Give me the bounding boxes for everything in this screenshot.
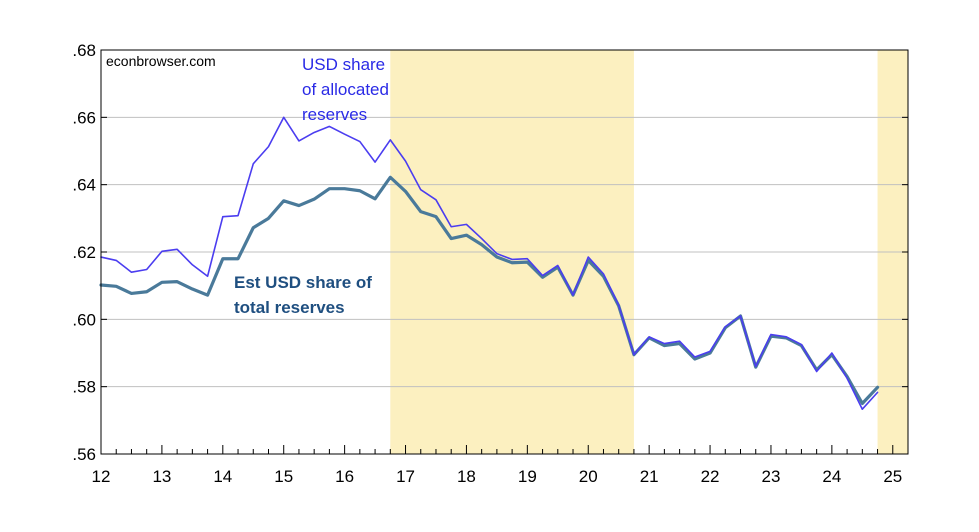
x-axis: 12 13 14 15 16 17 18 19 20 21 22 23 24 25 — [92, 445, 909, 486]
x-tick-label: 24 — [822, 467, 841, 486]
y-tick-label: .62 — [72, 243, 96, 262]
x-tick-label: 15 — [274, 467, 293, 486]
x-tick-label: 22 — [701, 467, 720, 486]
annotation-allocated-line-2: of allocated — [302, 80, 389, 99]
y-tick-label: .58 — [72, 378, 96, 397]
y-tick-label: .60 — [72, 310, 96, 329]
x-tick-label: 23 — [762, 467, 781, 486]
series-lines — [99, 116, 880, 411]
y-axis: .56 .58 .60 .62 .64 .66 .68 — [72, 41, 908, 464]
x-tick-label: 12 — [92, 467, 111, 486]
x-tick-label: 25 — [883, 467, 902, 486]
x-tick-label: 21 — [640, 467, 659, 486]
y-tick-label: .68 — [72, 41, 96, 60]
annotation-allocated: USD share of allocated reserves — [302, 55, 389, 124]
y-tick-label: .64 — [72, 176, 96, 195]
gridlines — [101, 116, 908, 388]
watermark: econbrowser.com — [106, 53, 216, 69]
x-tick-label: 14 — [213, 467, 232, 486]
annotation-allocated-line-1: USD share — [302, 55, 385, 74]
x-tick-label: 16 — [335, 467, 354, 486]
annotation-total-line-2: total reserves — [234, 298, 345, 317]
x-tick-label: 17 — [396, 467, 415, 486]
annotation-total-line-1: Est USD share of — [234, 273, 372, 292]
annotation-total: Est USD share of total reserves — [234, 273, 372, 317]
x-tick-label: 13 — [152, 467, 171, 486]
y-tick-label: .56 — [72, 445, 96, 464]
series-line-allocated — [100, 116, 879, 411]
y-tick-label: .66 — [72, 108, 96, 127]
x-tick-label: 20 — [579, 467, 598, 486]
x-tick-label: 18 — [457, 467, 476, 486]
x-tick-label: 19 — [518, 467, 537, 486]
annotation-allocated-line-3: reserves — [302, 105, 367, 124]
